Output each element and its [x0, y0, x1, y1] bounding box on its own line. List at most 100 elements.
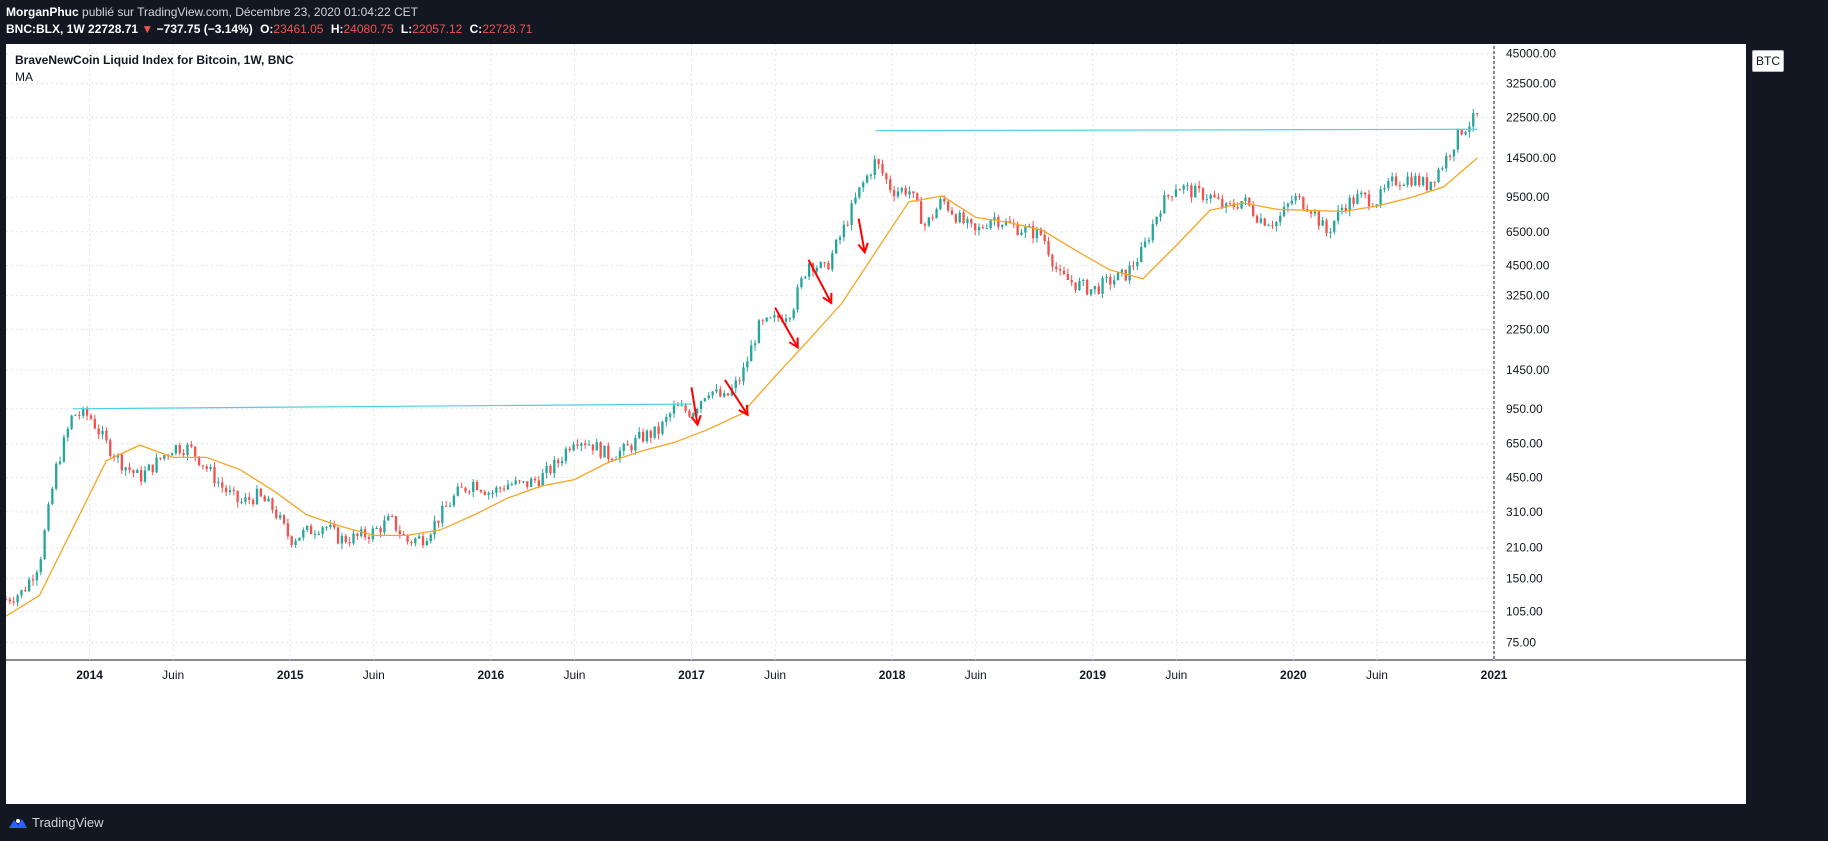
candle-body [271, 498, 274, 510]
candle-body [684, 405, 687, 411]
candle [514, 476, 517, 486]
candle [572, 441, 575, 452]
candle [414, 537, 417, 547]
candle [734, 376, 737, 393]
candle-body [221, 482, 224, 488]
candle-body [889, 179, 892, 191]
candle-body [170, 453, 174, 456]
candle-body [1159, 213, 1162, 217]
currency-label[interactable]: BTC [1752, 50, 1784, 72]
candle [1055, 262, 1058, 273]
candle [491, 489, 494, 498]
candle [931, 214, 934, 222]
candle [526, 481, 529, 490]
candle [159, 457, 162, 461]
candle-body [1035, 228, 1039, 239]
candle [1275, 220, 1278, 232]
candle [1224, 202, 1228, 213]
candle [1058, 264, 1062, 276]
candle-body [263, 496, 266, 502]
candle [1163, 190, 1166, 214]
candle [750, 340, 753, 362]
candle-body [553, 459, 556, 474]
candle [309, 523, 313, 535]
candle-body [259, 488, 262, 497]
candle-body [1472, 113, 1475, 127]
arrow-head [738, 404, 749, 417]
candle [1078, 277, 1081, 291]
tradingview-logo[interactable]: TradingView [8, 815, 104, 830]
candle [649, 429, 652, 443]
candle-body [1286, 203, 1290, 207]
candle [1124, 269, 1127, 282]
candle-body [190, 444, 193, 447]
candle [267, 495, 270, 502]
indicator-label[interactable]: MA [15, 70, 33, 84]
candle-body [147, 464, 151, 471]
candle [1460, 128, 1463, 136]
y-tick-label: 14500.00 [1506, 151, 1556, 165]
candle [696, 407, 699, 416]
candle [757, 318, 761, 344]
candle-body [402, 533, 405, 536]
candle [383, 515, 386, 535]
candle [819, 261, 822, 269]
candle-body [1240, 200, 1243, 209]
candle [479, 489, 483, 494]
candle-body [16, 595, 19, 603]
candle-body [1201, 188, 1205, 200]
candle [1113, 275, 1116, 288]
candle [1197, 180, 1201, 193]
candle [425, 537, 429, 546]
author-name[interactable]: MorganPhuc [6, 5, 79, 19]
candle-body [136, 469, 139, 473]
candle-body [1244, 197, 1247, 201]
candle-body [1294, 196, 1297, 201]
candle [286, 518, 290, 540]
candle [672, 400, 676, 418]
close-label: C: [469, 22, 483, 36]
candle [831, 249, 834, 272]
candle-body [1448, 155, 1452, 157]
candle-body [437, 520, 440, 523]
candle-body [1167, 195, 1170, 197]
candle [1101, 276, 1104, 298]
candle-body [1039, 228, 1042, 235]
candle [1418, 172, 1421, 187]
candle [865, 173, 869, 184]
candle-body [510, 484, 513, 486]
candle-body [356, 533, 359, 537]
candle-body [1402, 184, 1405, 186]
candle-body [1085, 279, 1089, 295]
candle-body [954, 214, 958, 223]
candle-body [232, 490, 235, 492]
candle [800, 276, 803, 289]
candle-body [800, 278, 803, 288]
chart-area[interactable]: 75.00 105.00 150.00 210.00 310.00 450.00 650.0… [6, 44, 1746, 804]
candle [769, 316, 772, 319]
candle-body [255, 488, 259, 505]
candle [460, 482, 463, 488]
candle-body [398, 530, 402, 534]
candle [1309, 210, 1313, 218]
arrow-shaft [774, 307, 799, 348]
candle [105, 427, 108, 444]
price-chart[interactable]: 75.00 105.00 150.00 210.00 310.00 450.00 650.0… [6, 44, 1746, 804]
candle-body [1302, 197, 1305, 210]
candle [842, 220, 846, 242]
candle [518, 479, 521, 484]
candle [784, 314, 788, 326]
candle [499, 486, 502, 493]
candle-body [989, 220, 992, 229]
candle-body [267, 498, 270, 502]
candle-body [1074, 282, 1077, 290]
candle-body [1147, 240, 1151, 242]
candle-body [788, 318, 791, 320]
candle [885, 172, 888, 185]
annotation-arrow [690, 387, 702, 427]
x-tick-label: Juin [563, 668, 585, 682]
candle [1425, 172, 1429, 193]
candle [205, 464, 208, 472]
candle [1286, 202, 1290, 213]
candle [70, 414, 73, 430]
